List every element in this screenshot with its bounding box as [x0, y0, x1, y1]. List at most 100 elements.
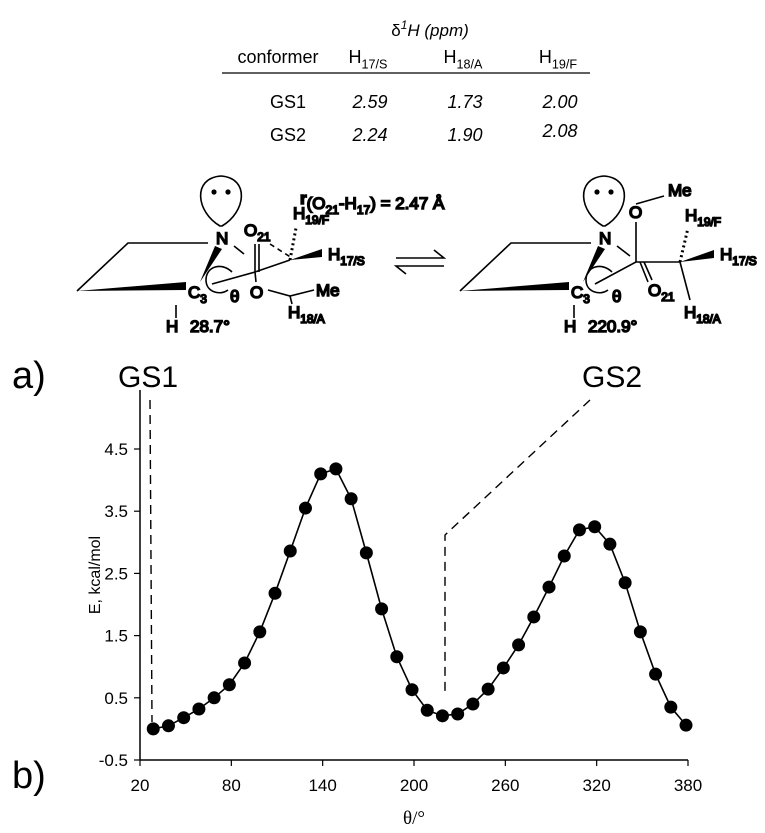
annotation: GS2: [582, 361, 642, 394]
rotation-arrow: [585, 265, 613, 294]
data-point: [177, 711, 191, 725]
distance-part: (O: [307, 194, 326, 213]
table-title: δ1H (ppm): [391, 18, 469, 40]
x-tick-label: 80: [222, 776, 241, 795]
data-point: [207, 691, 221, 705]
label: H19/F: [539, 47, 578, 71]
data-point: [542, 580, 556, 594]
label-subscript: 18/A: [696, 312, 721, 326]
bond: [679, 261, 691, 301]
data-point: [192, 702, 206, 716]
x-tick-label: 320: [582, 776, 610, 795]
data-point: [359, 546, 373, 560]
data-point: [298, 501, 312, 515]
bond: [459, 242, 591, 292]
table-cell: 2.24: [351, 125, 387, 145]
bond: [76, 242, 208, 292]
wedge-bond: [460, 282, 569, 291]
label-base: conformer: [237, 47, 318, 67]
data-point: [512, 638, 526, 652]
data-point: [679, 718, 693, 732]
label-base: N: [599, 229, 611, 248]
label-base: H: [444, 47, 457, 67]
label-subscript: 21: [257, 230, 271, 244]
x-axis-label: θ/°: [403, 808, 425, 829]
label: N: [599, 229, 611, 248]
data-point: [557, 549, 571, 563]
distance-part: -H: [339, 194, 357, 213]
table-cell: 1.73: [447, 92, 482, 112]
label: C3: [571, 283, 590, 306]
label: H17/S: [328, 245, 365, 268]
data-point: [375, 602, 389, 616]
table-cell: 2.59: [351, 92, 387, 112]
label-base: H: [328, 245, 340, 264]
title-superscript: 1: [401, 18, 408, 32]
bond: [211, 244, 291, 285]
data-point: [329, 462, 343, 476]
data-point: [390, 650, 404, 664]
data-point: [451, 707, 465, 721]
y-tick-label: 3.5: [104, 502, 128, 521]
data-point: [420, 703, 434, 717]
annotation: GS1: [118, 361, 178, 394]
table-cell: 2.00: [541, 92, 577, 112]
data-point: [481, 682, 495, 696]
equilibrium-arrows: [393, 249, 447, 275]
label: O: [629, 203, 642, 222]
label: H18/A: [684, 303, 721, 326]
label: O: [250, 283, 263, 302]
label: 28.7°: [190, 317, 230, 336]
distance-part: ) = 2.47 Å: [370, 194, 445, 213]
label: Me: [668, 181, 692, 200]
distance-part: 17: [357, 203, 371, 217]
label: O21: [648, 281, 675, 304]
label: H18/A: [444, 47, 484, 71]
x-tick-label: 380: [674, 776, 702, 795]
bond: [233, 245, 245, 255]
wedge-bond: [583, 246, 605, 282]
label-base: H: [564, 317, 576, 336]
data-point: [344, 492, 358, 506]
label-base: N: [216, 229, 228, 248]
chart: -0.5 0.5 1.5 2.5 3.5 4.5 20 80 140 200 260 320 380 θ/…: [87, 361, 702, 829]
rotation-arrow: [205, 265, 233, 294]
wedge-bond: [200, 246, 222, 282]
label: O21: [244, 221, 271, 244]
data-point: [161, 719, 175, 733]
data-point: [314, 467, 328, 481]
label-base: H: [293, 204, 305, 223]
label-base: θ: [612, 287, 621, 306]
label-base: H: [349, 47, 362, 67]
gs2-leader: [444, 399, 591, 692]
y-tick-label: 1.5: [104, 627, 128, 646]
x-tick-label: 20: [131, 776, 150, 795]
x-tick-label: 260: [491, 776, 519, 795]
label-base: 28.7°: [190, 317, 230, 336]
data-point: [238, 656, 252, 670]
label: H: [166, 317, 178, 336]
bond: [594, 195, 680, 285]
title-part: δ: [391, 21, 400, 40]
label: H18/A: [288, 303, 325, 326]
label-subscript: 19/F: [552, 57, 578, 71]
label: H19/F: [293, 204, 329, 227]
table-cell: 2.08: [541, 121, 577, 141]
hash-bond: [678, 227, 690, 263]
table-cell: 1.90: [447, 125, 482, 145]
data-point: [633, 625, 647, 639]
label-base: O: [648, 281, 661, 300]
x-tick-label: 140: [308, 776, 336, 795]
data-point: [572, 523, 586, 537]
label-subscript: 17/S: [362, 57, 388, 71]
data-point: [496, 661, 510, 675]
data-point: [435, 709, 449, 723]
label: H19/F: [685, 206, 721, 229]
data-point: [588, 520, 602, 534]
x-tick-label: 200: [400, 776, 428, 795]
label-base: H: [539, 47, 552, 67]
label: H17/S: [720, 245, 757, 268]
distance-part: 21: [326, 203, 340, 217]
label-base: Me: [668, 181, 692, 200]
